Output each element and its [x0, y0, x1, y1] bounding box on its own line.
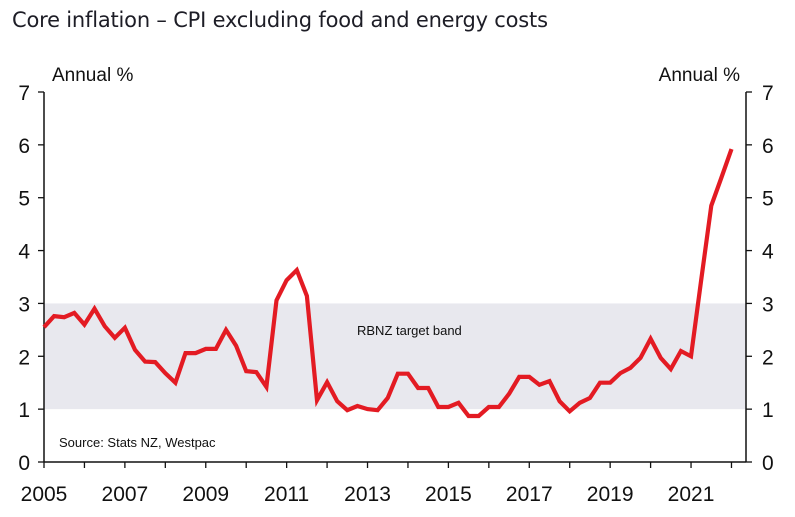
y-tick-label-right: 3 — [762, 293, 774, 316]
x-tick-label: 2007 — [102, 483, 149, 506]
x-tick-label: 2015 — [425, 483, 472, 506]
x-tick-label: 2019 — [587, 483, 634, 506]
x-tick-label: 2009 — [182, 483, 229, 506]
y-tick-label-right: 0 — [762, 452, 774, 475]
source-note: Source: Stats NZ, Westpac — [59, 435, 216, 450]
y-tick-label-right: 2 — [762, 346, 774, 369]
y-tick-label-left: 6 — [18, 135, 30, 158]
target-band — [44, 303, 746, 410]
y-axis-label-right: Annual % — [659, 65, 740, 86]
y-tick-label-left: 5 — [18, 188, 30, 211]
target-band-label: RBNZ target band — [357, 323, 462, 338]
y-tick-label-left: 2 — [18, 346, 30, 369]
x-tick-label: 2017 — [506, 483, 553, 506]
y-tick-label-right: 6 — [762, 135, 774, 158]
y-tick-label-left: 4 — [18, 241, 30, 264]
y-tick-label-right: 4 — [762, 241, 774, 264]
y-tick-label-left: 7 — [18, 82, 30, 105]
x-tick-label: 2013 — [344, 483, 391, 506]
y-tick-label-left: 0 — [18, 452, 30, 475]
chart-title: Core inflation – CPI excluding food and … — [12, 8, 548, 32]
y-tick-label-left: 3 — [18, 293, 30, 316]
x-tick-label: 2021 — [668, 483, 715, 506]
x-tick-label: 2011 — [264, 483, 309, 506]
y-tick-label-left: 1 — [18, 399, 30, 422]
y-axis-label-left: Annual % — [52, 65, 133, 86]
y-tick-label-right: 7 — [762, 82, 774, 105]
y-tick-label-right: 5 — [762, 188, 774, 211]
x-tick-label: 2005 — [21, 483, 68, 506]
series-line-core-inflation — [42, 148, 734, 419]
y-tick-label-right: 1 — [762, 399, 774, 422]
